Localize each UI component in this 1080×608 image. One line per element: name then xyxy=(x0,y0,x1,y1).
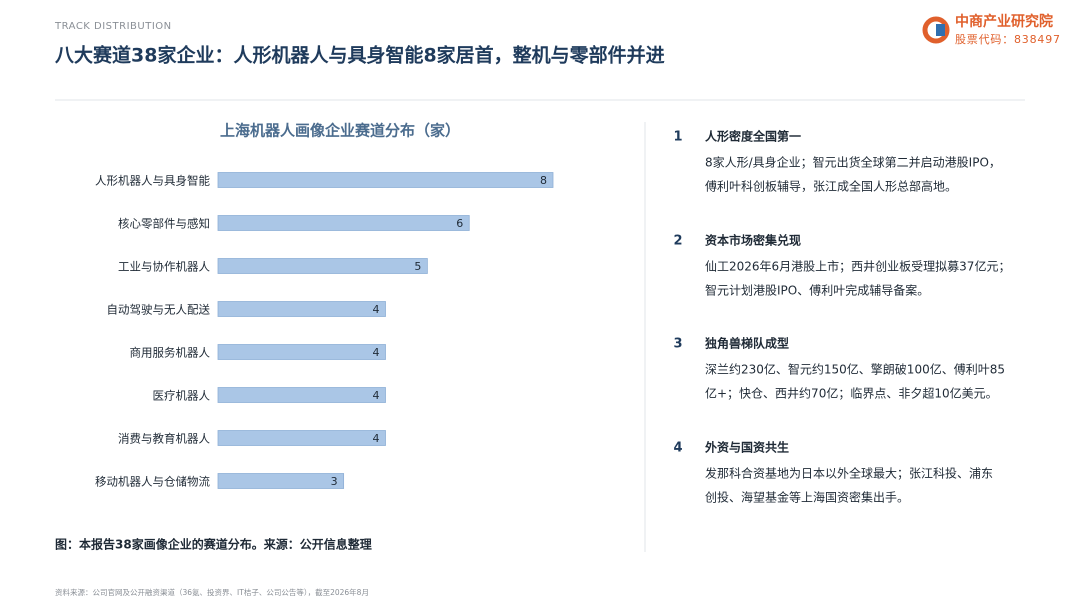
point-number: 4 xyxy=(673,441,682,456)
logo-block xyxy=(936,24,945,36)
chart-title: 上海机器人画像企业赛道分布（家） xyxy=(220,122,460,140)
point-text: 创投、海望基金等上海国资密集出手。 xyxy=(705,490,909,505)
point-number: 2 xyxy=(673,234,682,249)
bar xyxy=(217,473,345,489)
value-label: 4 xyxy=(373,303,380,316)
value-label: 4 xyxy=(373,432,380,445)
point-text: 智元计划港股IPO、傅利叶完成辅导备案。 xyxy=(705,283,929,298)
logo: 中商产业研究院 股票代码：838497 xyxy=(922,13,1061,46)
footer-source: 资料来源：公司官网及公开融资渠道（36氪、投资界、IT桔子、公司公告等），截至2… xyxy=(55,587,369,597)
point-heading: 人形密度全国第一 xyxy=(705,129,801,144)
logo-ring xyxy=(922,16,950,44)
category-label: 商用服务机器人 xyxy=(130,346,211,360)
point-text: 深兰约230亿、智元约150亿、擎朗破100亿、傅利叶85 xyxy=(705,362,1005,377)
kicker: TRACK DISTRIBUTION xyxy=(54,21,172,32)
point-text: 傅利叶科创板辅导，张江成全国人形总部高地。 xyxy=(705,179,957,194)
key-points: 1 人形密度全国第一 8家人形/具身企业；智元出货全球第二并启动港股IPO， 傅利叶科… xyxy=(673,129,1010,505)
category-label: 工业与协作机器人 xyxy=(118,260,210,274)
point-text: 8家人形/具身企业；智元出货全球第二并启动港股IPO， xyxy=(705,155,1001,170)
value-label: 3 xyxy=(331,475,338,488)
category-label: 自动驾驶与无人配送 xyxy=(107,303,211,317)
value-label: 4 xyxy=(373,389,380,402)
bar xyxy=(217,172,554,188)
bar xyxy=(217,344,386,360)
bar-chart: 人形机器人与具身智能 8 核心零部件与感知 6 工业与协作机器人 5 自动驾驶与无人配送 4 商… xyxy=(95,172,554,489)
value-label: 6 xyxy=(456,217,463,230)
slide-title: 八大赛道38家企业：人形机器人与具身智能8家居首，整机与零部件并进 xyxy=(55,44,665,67)
point-heading: 资本市场密集兑现 xyxy=(705,233,801,248)
bar xyxy=(217,258,428,274)
caption: 图：本报告38家画像企业的赛道分布。来源：公开信息整理 xyxy=(55,537,372,552)
point-number: 1 xyxy=(673,130,682,145)
category-label: 消费与教育机器人 xyxy=(118,432,210,446)
point-text: 发那科合资基地为日本以外全球最大；张江科投、浦东 xyxy=(705,466,993,481)
category-label: 移动机器人与仓储物流 xyxy=(95,475,210,489)
point-heading: 外资与国资共生 xyxy=(705,440,789,455)
point-number: 3 xyxy=(673,337,682,352)
category-label: 人形机器人与具身智能 xyxy=(95,174,210,188)
point-text: 亿+；快仓、西井约70亿；临界点、非夕超10亿美元。 xyxy=(705,386,998,401)
point-text: 仙工2026年6月港股上市；西井创业板受理拟募37亿元； xyxy=(705,259,1010,274)
point-heading: 独角兽梯队成型 xyxy=(704,336,789,351)
logo-code: 股票代码：838497 xyxy=(955,33,1061,46)
value-label: 8 xyxy=(540,174,547,187)
bar xyxy=(217,387,386,403)
value-label: 5 xyxy=(414,260,421,273)
bar xyxy=(217,430,386,446)
logo-name: 中商产业研究院 xyxy=(955,13,1053,30)
category-label: 核心零部件与感知 xyxy=(118,217,210,231)
value-label: 4 xyxy=(373,346,380,359)
bar xyxy=(217,301,386,317)
bar xyxy=(217,215,470,231)
category-label: 医疗机器人 xyxy=(153,389,211,403)
